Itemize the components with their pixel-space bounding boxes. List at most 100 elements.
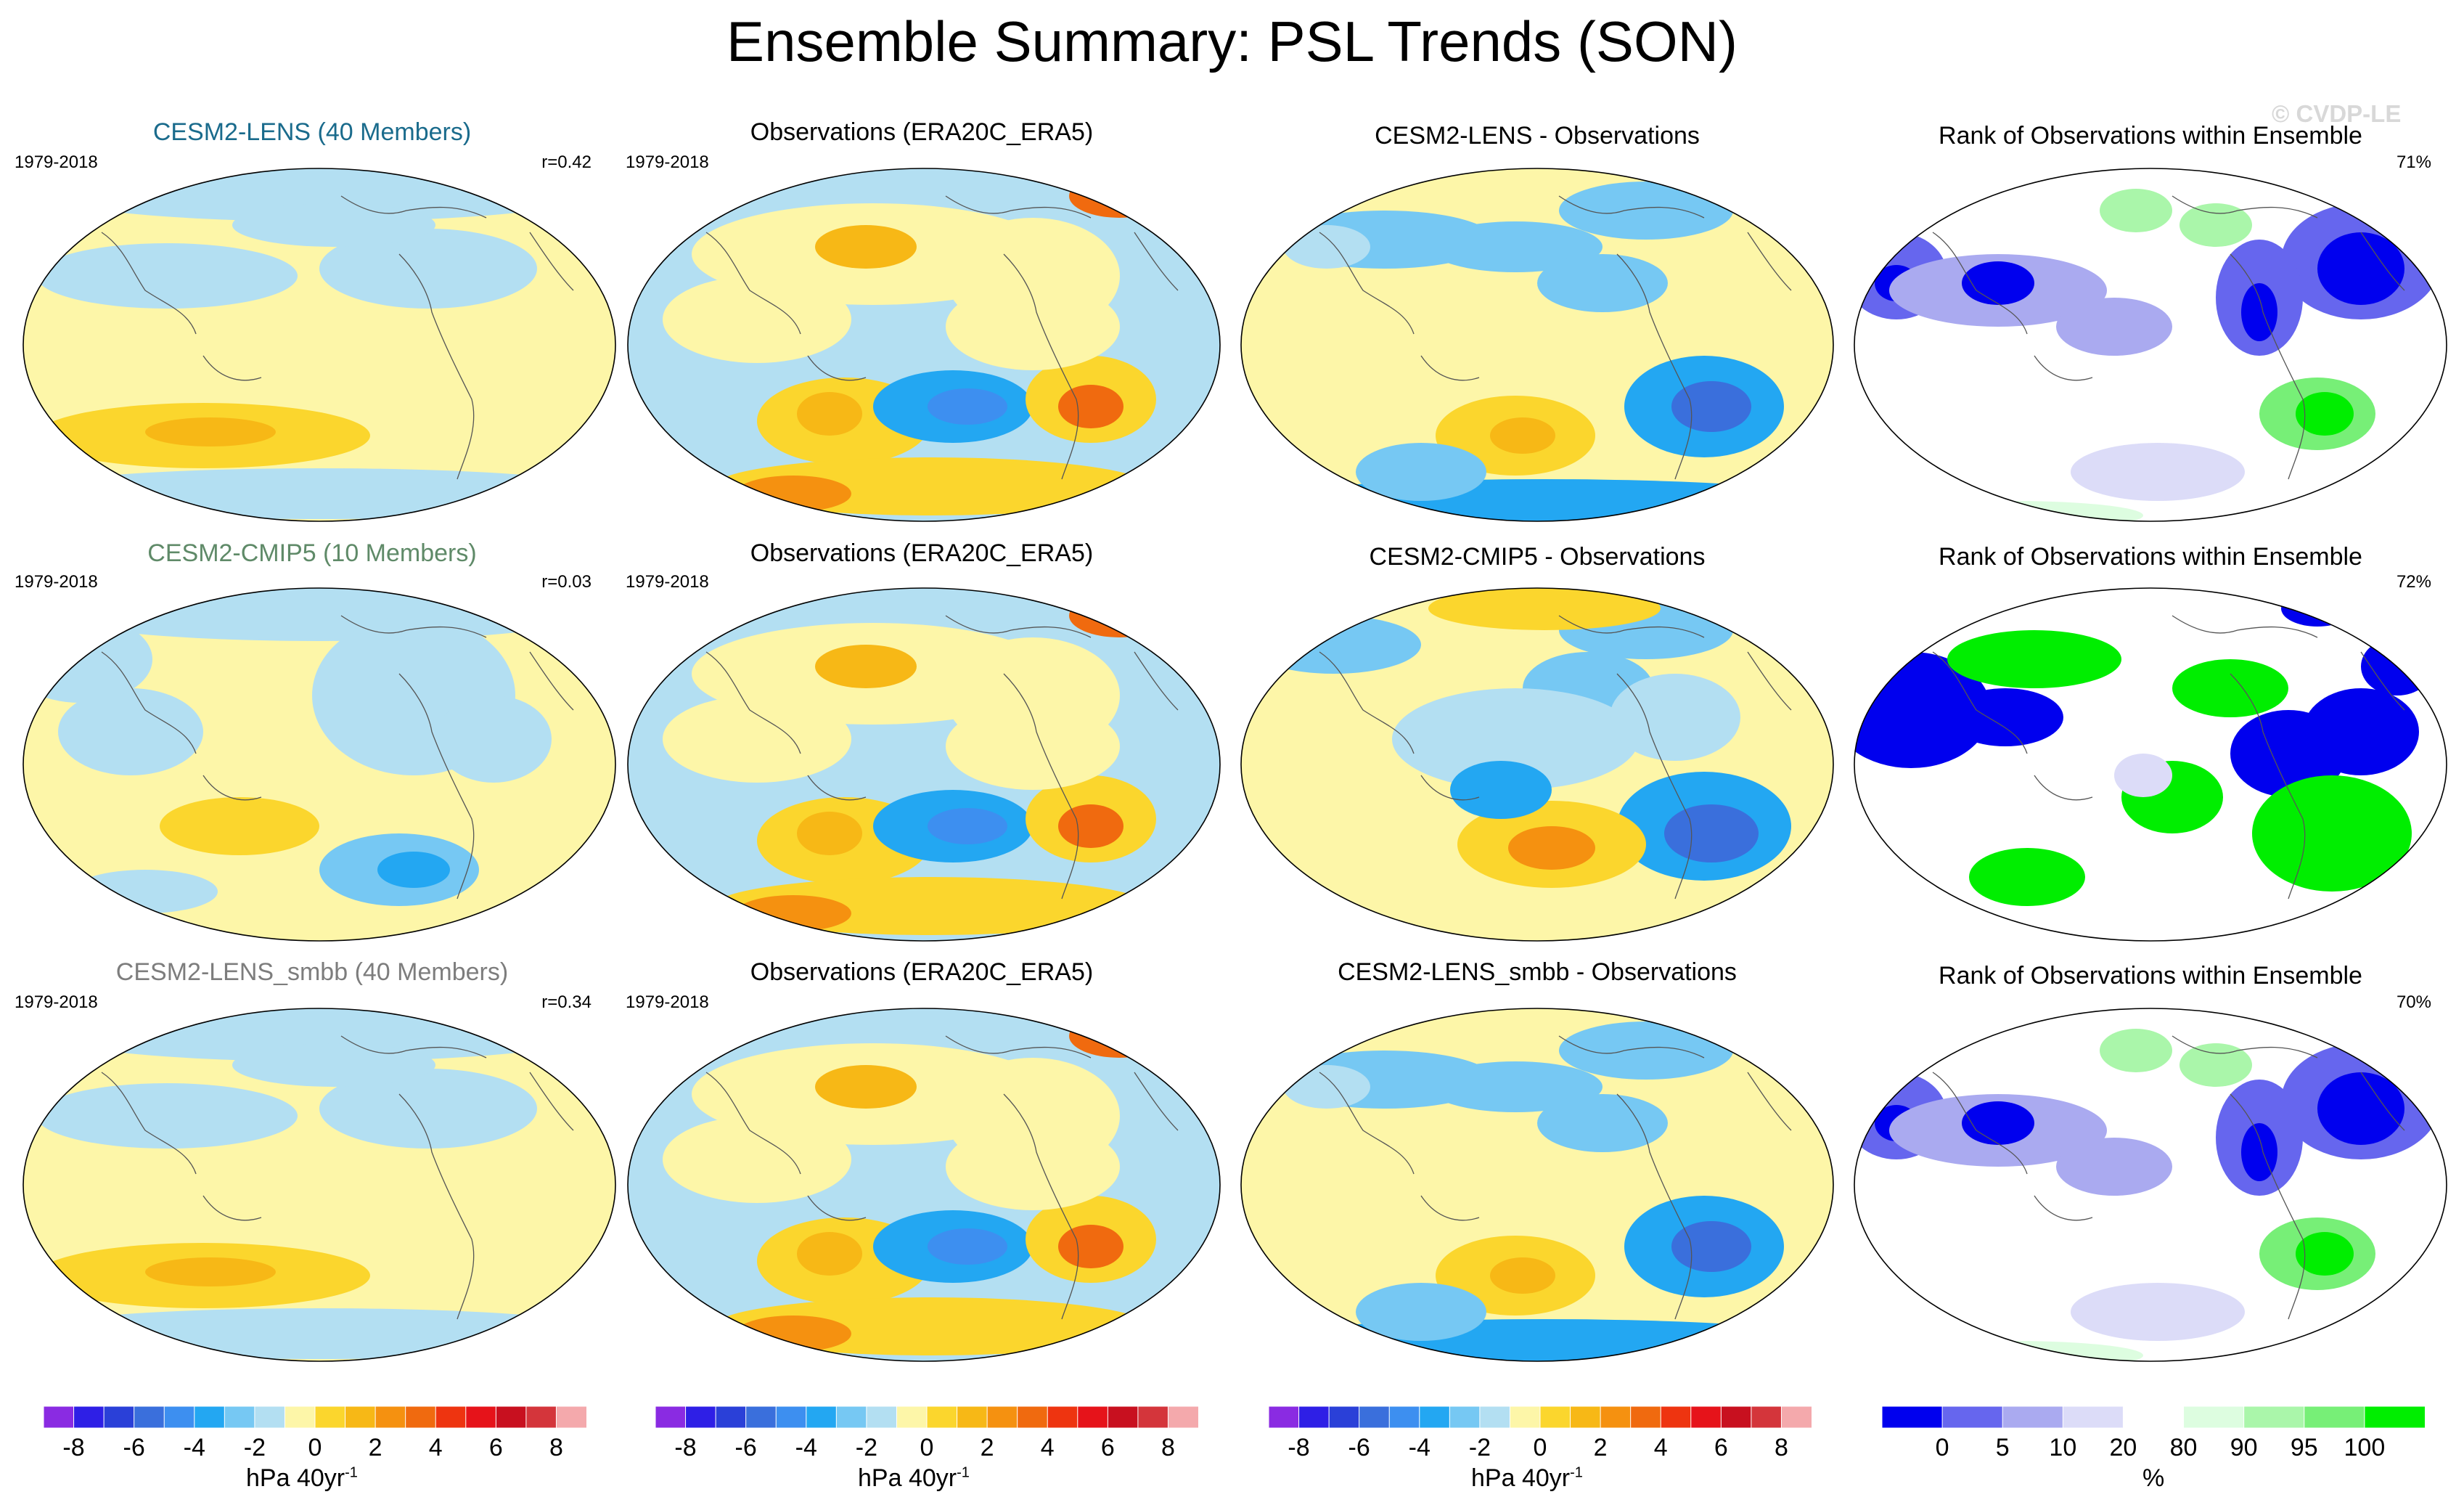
row1-model-period: 1979-2018 [15,152,98,172]
colorbar-swatch [1359,1406,1391,1428]
field-contour [663,276,851,363]
colorbar-swatch [345,1406,377,1428]
field-contour [815,225,917,269]
coastline [1616,1093,1693,1320]
coastline [529,1072,574,1131]
field-contour [1283,1065,1370,1109]
colorbar-swatch [1107,1406,1139,1428]
field-contour [2100,1029,2172,1072]
colorbar-swatch [1269,1406,1300,1428]
coastline [1747,232,1792,291]
field-contour [1058,804,1123,848]
field-contour [1490,417,1555,454]
field-contour [232,1043,435,1087]
field-contour [928,1228,1007,1265]
coastline [2230,673,2306,900]
colorbar-swatch [1388,1406,1420,1428]
map-border [22,587,616,942]
colorbar-swatch [1780,1406,1812,1428]
colorbar-swatch [1167,1406,1198,1428]
field-contour [797,812,862,855]
colorbar-unit-text: hPa 40yr [858,1464,957,1492]
field-contour [36,243,298,309]
map-border [627,587,1221,942]
field-contour [1508,826,1595,870]
colorbar-swatch [1017,1406,1049,1428]
colorbar-swatch [1328,1406,1360,1428]
field-contour [1450,761,1552,819]
coastline [1558,615,1705,638]
field-layer [628,1008,1220,1361]
row2-model-corr: r=0.03 [541,572,592,592]
row2-obs-period: 1979-2018 [626,572,709,592]
field-layer [1854,168,2447,521]
field-contour [2241,283,2277,341]
row1-model-title: CESM2-LENS (40 Members) [152,118,472,146]
colorbar-tick-label: 8 [549,1434,563,1461]
field-contour [1559,181,1733,240]
map-border [22,168,616,522]
row3-obs-period: 1979-2018 [626,992,709,1012]
field-contour [1428,588,1661,630]
map-border [1854,587,2447,942]
coastline [1319,1072,1415,1175]
colorbar-swatch [2122,1406,2185,1428]
field-contour [1671,1221,1751,1272]
coastline [340,195,487,219]
coastline [2034,775,2093,801]
field-contour [1254,479,1833,521]
row2-obs-title: Observations (ERA20C_ERA5) [750,539,1094,567]
colorbar-swatches [655,1406,1198,1428]
colorbar-unit-text: % [2142,1464,2165,1492]
colorbar-swatch [495,1406,527,1428]
colorbar-tick-label: -6 [734,1434,757,1461]
coastline [202,355,262,381]
field-contour [1428,1061,1603,1112]
coastline [945,1035,1092,1058]
colorbar-swatch [163,1406,195,1428]
coastline [2360,232,2405,291]
colorbar-swatch [745,1406,777,1428]
field-contour [2071,443,2245,501]
colorbar-swatch [2364,1406,2425,1428]
field-contour [2296,392,2354,436]
colorbar-tick-label: 4 [1040,1434,1055,1461]
colorbar-swatch [926,1406,958,1428]
colorbar-unit-text: hPa 40yr [1471,1464,1571,1492]
coastline [398,253,475,480]
colorbar-tick-label: 0 [920,1434,934,1461]
field-contour [58,688,203,775]
field-contour [2317,232,2404,305]
field-layer [23,588,615,941]
field-contour [946,1123,1120,1210]
field-layer [628,168,1220,521]
colorbar-swatch [2183,1406,2245,1428]
field-contour [1537,254,1668,312]
coastline [1134,232,1179,291]
coastline [1747,1072,1792,1131]
colorbar-unit-label: hPa 40yr-1 [858,1464,970,1493]
row1-rank-map [1854,168,2447,522]
colorbar-tick-label: 10 [2049,1434,2077,1461]
map-border [627,1008,1221,1362]
row1-diff-map [1240,168,1834,522]
colorbar-swatch [374,1406,406,1428]
map-border [1240,168,1834,522]
coastline [2360,1072,2405,1131]
colorbar-swatches [1882,1406,2425,1428]
field-contour [2296,1232,2354,1276]
field-contour [1610,674,1740,761]
field-contour [2252,775,2412,892]
colorbar-swatch [896,1406,928,1428]
field-contour [1962,1101,2034,1145]
colorbar-swatch [465,1406,497,1428]
row3-model-period: 1979-2018 [15,992,98,1012]
map-border [1854,168,2447,522]
colorbar-swatch [1882,1406,1944,1428]
colorbar-swatch [1479,1406,1511,1428]
colorbar-swatch [435,1406,467,1428]
row3-model-map [22,1008,616,1362]
colorbar-tick-label: 6 [1100,1434,1115,1461]
coastline [2034,355,2093,381]
field-contour [1254,1319,1833,1361]
